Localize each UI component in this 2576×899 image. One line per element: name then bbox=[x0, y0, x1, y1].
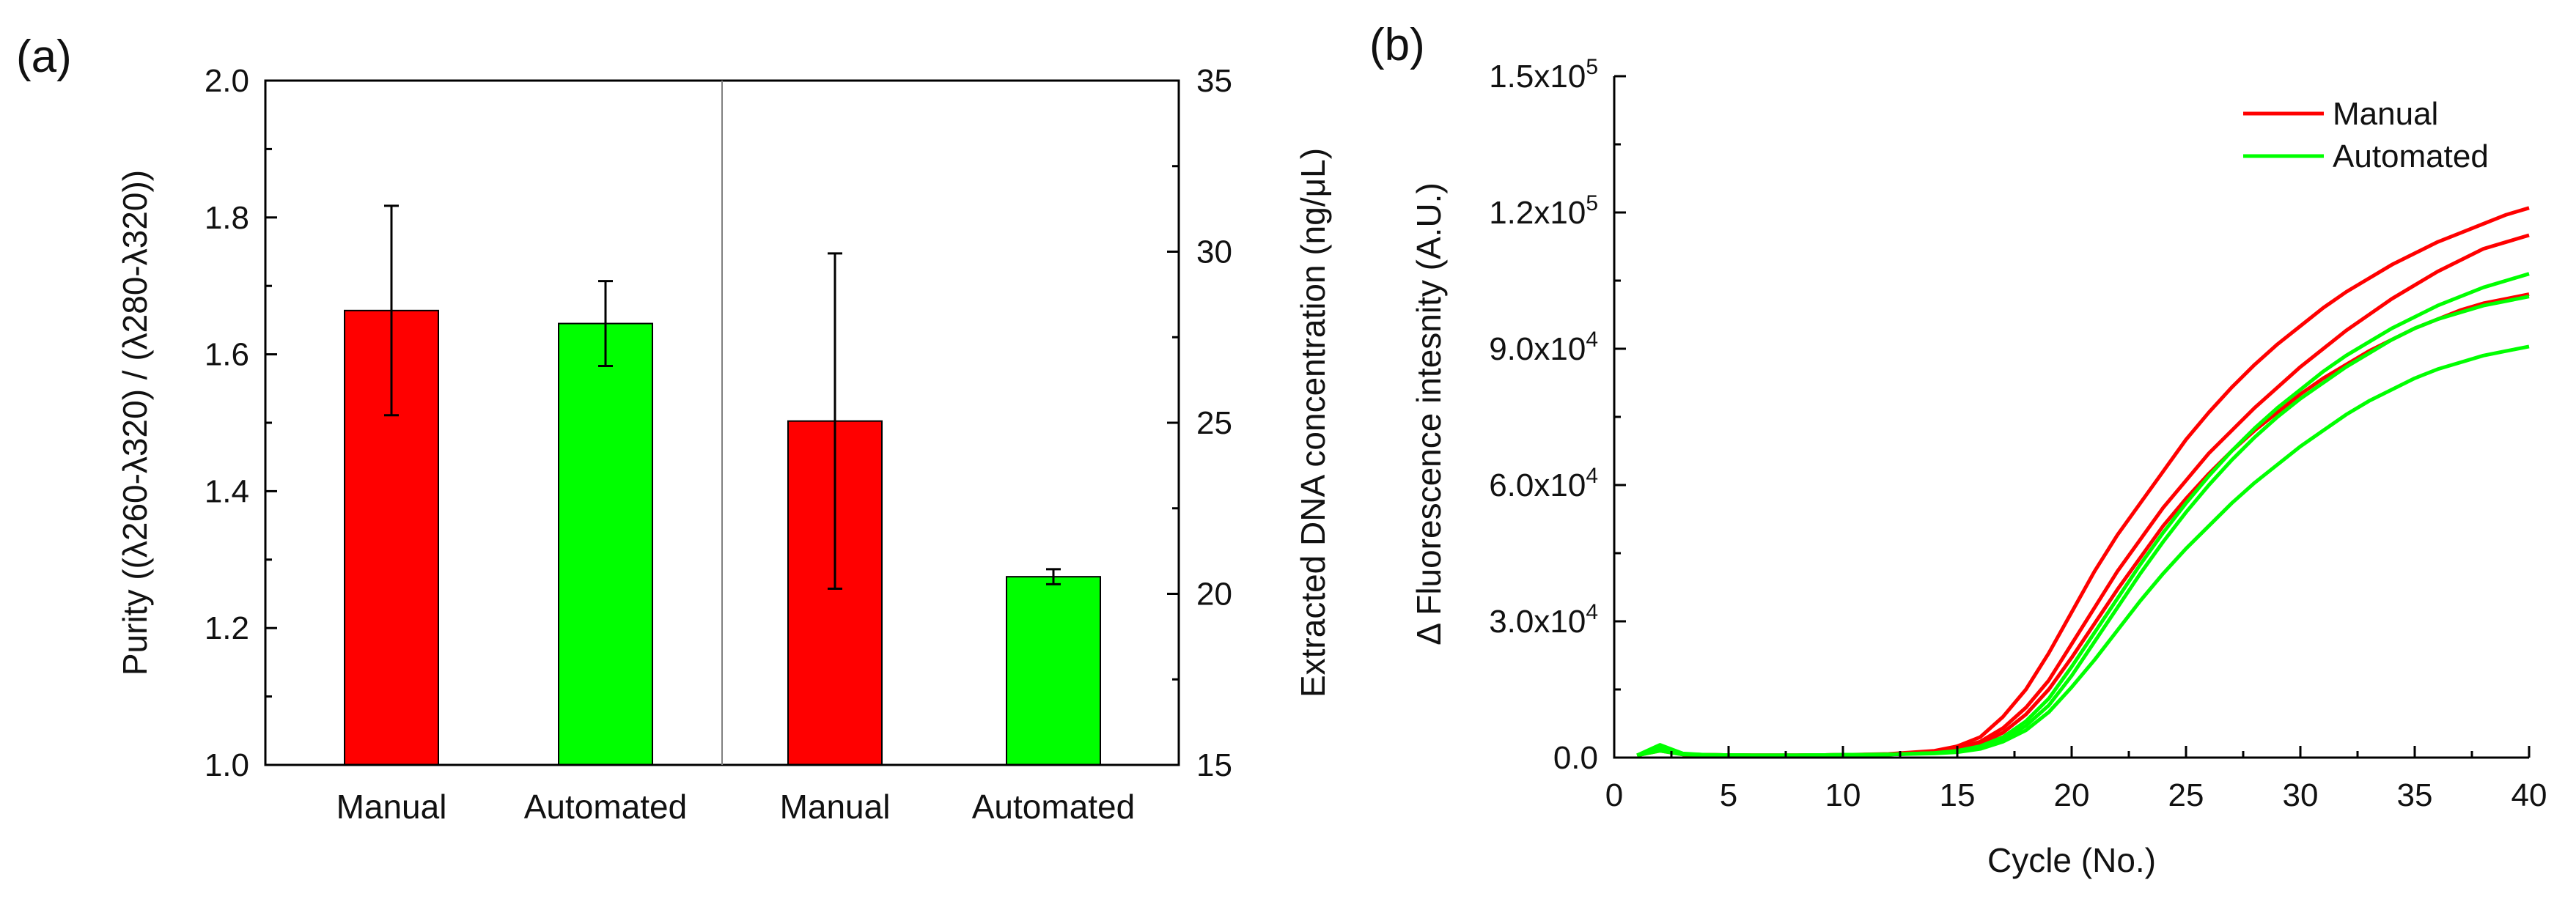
x-axis-ticks: 0 5 10 15 20 25 30 35 40 bbox=[1605, 746, 2547, 813]
left-axis-ticks: 1.0 1.2 1.4 1.6 1.8 2.0 bbox=[205, 63, 277, 783]
y-tick-exponent: 4 bbox=[1586, 600, 1598, 624]
right-axis-label: Extracted DNA concentration (ng/μL) bbox=[1294, 148, 1332, 698]
left-axis-label: Purity ((λ260-λ320) / (λ280-λ320)) bbox=[116, 170, 154, 676]
series-line-automated-4 bbox=[1636, 272, 2530, 758]
left-tick-label: 1.6 bbox=[205, 337, 249, 373]
y-tick-exponent: 4 bbox=[1586, 464, 1598, 488]
x-tick-label: 35 bbox=[2397, 777, 2433, 813]
x-tick-label: 30 bbox=[2283, 777, 2319, 813]
series-line-manual-3 bbox=[1636, 292, 2530, 758]
y-axis-label: Δ Fluorescence intesnity (A.U.) bbox=[1410, 182, 1448, 645]
lines-layer bbox=[1636, 206, 2530, 758]
left-tick-label: 1.4 bbox=[205, 473, 249, 509]
right-tick-label: 35 bbox=[1196, 63, 1232, 99]
right-tick-label: 30 bbox=[1196, 234, 1232, 270]
y-tick-exponent: 5 bbox=[1586, 55, 1598, 79]
y-tick-label: 1.5x105 bbox=[1489, 55, 1598, 95]
panel-a-label: (a) bbox=[16, 32, 72, 82]
right-tick-label: 20 bbox=[1196, 577, 1232, 613]
left-tick-label: 1.2 bbox=[205, 610, 249, 646]
bar-2 bbox=[558, 322, 653, 766]
y-tick-mantissa: 1.5x10 bbox=[1489, 59, 1586, 95]
y-tick-mantissa: 6.0x10 bbox=[1489, 467, 1586, 503]
right-axis-ticks: 15 20 25 30 35 bbox=[1167, 63, 1232, 783]
left-tick-label: 2.0 bbox=[205, 63, 249, 99]
series-line-automated-5 bbox=[1636, 295, 2530, 758]
bar-chart-panel: 1.0 1.2 1.4 1.6 1.8 2.0 15 20 25 30 35 Manual Auto… bbox=[116, 63, 1332, 826]
y-tick-label: 9.0x104 bbox=[1489, 328, 1598, 367]
series-line-manual-2 bbox=[1636, 233, 2530, 758]
y-tick-mantissa: 9.0x10 bbox=[1489, 331, 1586, 367]
y-tick-label: 1.2x105 bbox=[1489, 191, 1598, 231]
left-tick-label: 1.0 bbox=[205, 747, 249, 783]
y-tick-exponent: 4 bbox=[1586, 328, 1598, 352]
y-tick-mantissa: 0.0 bbox=[1553, 740, 1598, 776]
legend: Manual Automated bbox=[2243, 96, 2489, 174]
y-tick-label: 0.0 bbox=[1553, 740, 1598, 776]
category-label: Manual bbox=[336, 788, 447, 826]
x-tick-label: 10 bbox=[1825, 777, 1861, 813]
y-tick-label: 3.0x104 bbox=[1489, 600, 1598, 640]
category-label: Automated bbox=[524, 788, 687, 826]
bar-4 bbox=[1006, 576, 1101, 766]
legend-label-manual: Manual bbox=[2333, 96, 2438, 132]
panel-b-label: (b) bbox=[1369, 20, 1425, 70]
x-tick-label: 15 bbox=[1940, 777, 1976, 813]
x-tick-label: 25 bbox=[2168, 777, 2204, 813]
x-tick-label: 5 bbox=[1720, 777, 1737, 813]
category-label: Manual bbox=[780, 788, 891, 826]
left-tick-label: 1.8 bbox=[205, 200, 249, 236]
y-tick-label: 6.0x104 bbox=[1489, 464, 1598, 503]
category-label: Automated bbox=[972, 788, 1135, 826]
x-tick-label: 40 bbox=[2511, 777, 2547, 813]
y-tick-mantissa: 1.2x10 bbox=[1489, 195, 1586, 231]
x-tick-label: 0 bbox=[1605, 777, 1623, 813]
y-tick-exponent: 5 bbox=[1586, 191, 1598, 215]
x-axis-label: Cycle (No.) bbox=[1987, 841, 2156, 879]
legend-label-automated: Automated bbox=[2333, 138, 2489, 174]
error-bars-layer bbox=[384, 204, 1061, 590]
series-line-automated-6 bbox=[1636, 344, 2530, 758]
x-tick-label: 20 bbox=[2054, 777, 2090, 813]
right-tick-label: 15 bbox=[1196, 747, 1232, 783]
category-labels: Manual Automated Manual Automated bbox=[336, 788, 1136, 826]
y-tick-mantissa: 3.0x10 bbox=[1489, 604, 1586, 640]
right-tick-label: 25 bbox=[1196, 405, 1232, 441]
